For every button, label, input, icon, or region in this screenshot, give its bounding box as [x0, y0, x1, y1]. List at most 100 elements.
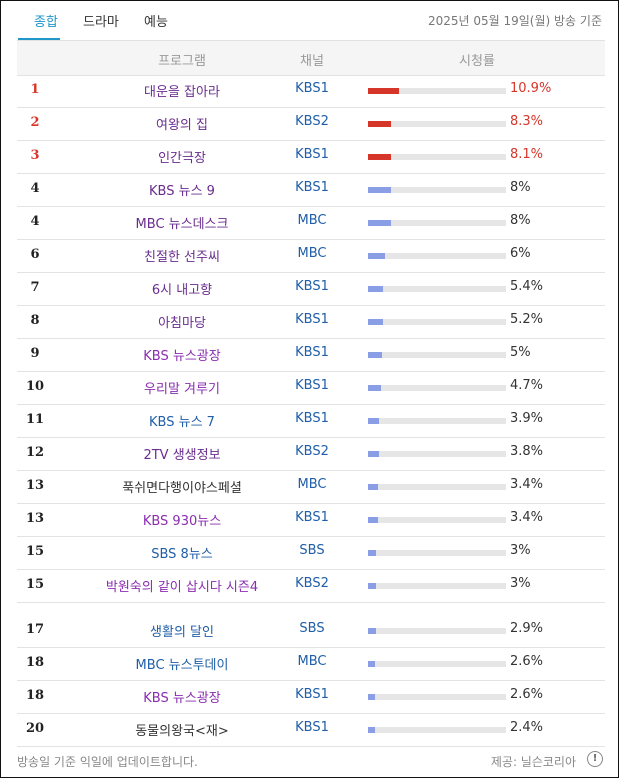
rank-number: 4 [30, 214, 40, 229]
tab-variety[interactable]: 예능 [144, 15, 168, 30]
program-title-link[interactable]: 6시 내고향 [151, 283, 213, 298]
rating-bar-fill [368, 187, 391, 193]
channel-link[interactable]: MBC [297, 654, 327, 669]
program-title-link[interactable]: 박원숙의 같이 삽시다 시즌4 [105, 580, 259, 595]
table-row: 4 KBS 뉴스 9 KBS1 8% [17, 173, 605, 207]
rank-number: 20 [25, 721, 45, 736]
channel-link[interactable]: MBC [297, 246, 327, 261]
rating-bar [368, 727, 506, 733]
tab-drama[interactable]: 드라마 [83, 15, 119, 30]
table-row: 11 KBS 뉴스 7 KBS1 3.9% [17, 404, 605, 438]
program-title-link[interactable]: 아침마당 [158, 316, 206, 331]
channel-link[interactable]: KBS1 [295, 510, 329, 525]
rank-number: 15 [25, 577, 45, 592]
channel-link[interactable]: KBS1 [295, 279, 329, 294]
rank-number: 13 [25, 511, 45, 526]
rating-value: 4.7% [510, 378, 544, 393]
channel-link[interactable]: KBS1 [295, 345, 329, 360]
channel-link[interactable]: KBS1 [295, 687, 329, 702]
rating-bar [368, 121, 506, 127]
rating-bar [368, 484, 506, 490]
update-note: 방송일 기준 익일에 업데이트합니다. [17, 755, 198, 769]
info-icon[interactable]: ! [587, 751, 603, 767]
program-title-link[interactable]: KBS 뉴스 9 [149, 184, 215, 199]
rating-bar [368, 628, 506, 634]
rank-number: 12 [25, 445, 45, 460]
rating-value: 5% [510, 345, 531, 360]
channel-link[interactable]: KBS1 [295, 378, 329, 393]
program-title-link[interactable]: 생활의 달인 [150, 625, 214, 640]
channel-link[interactable]: MBC [297, 213, 327, 228]
channel-link[interactable]: KBS1 [295, 147, 329, 162]
rating-bar [368, 187, 506, 193]
channel-link[interactable]: SBS [299, 543, 325, 558]
table-row: 10 우리말 겨루기 KBS1 4.7% [17, 371, 605, 405]
table-row: 13 KBS 930뉴스 KBS1 3.4% [17, 503, 605, 537]
channel-link[interactable]: MBC [297, 477, 327, 492]
table-row: 17 생활의 달인 SBS 2.9% [17, 614, 605, 648]
channel-link[interactable]: KBS1 [295, 720, 329, 735]
program-title-link[interactable]: MBC 뉴스데스크 [135, 217, 229, 232]
tab-overall[interactable]: 종합 [34, 15, 58, 30]
rating-bar [368, 418, 506, 424]
rating-value: 3.4% [510, 510, 544, 525]
rating-value: 5.4% [510, 279, 544, 294]
rating-value: 3.4% [510, 477, 544, 492]
program-title-link[interactable]: 우리말 겨루기 [144, 382, 220, 397]
channel-link[interactable]: KBS1 [295, 312, 329, 327]
channel-link[interactable]: KBS1 [295, 180, 329, 195]
rating-value: 3% [510, 576, 531, 591]
table-row: 1 대운을 잡아라 KBS1 10.9% [17, 74, 605, 108]
table-row: 8 아침마당 KBS1 5.2% [17, 305, 605, 339]
program-title-link[interactable]: 여왕의 집 [156, 118, 208, 133]
rating-value: 8% [510, 180, 531, 195]
program-title-link[interactable]: KBS 뉴스광장 [143, 691, 221, 706]
program-title-link[interactable]: KBS 930뉴스 [142, 514, 222, 529]
program-title-link[interactable]: KBS 뉴스광장 [143, 349, 221, 364]
rating-bar-fill [368, 154, 391, 160]
rating-bar [368, 88, 506, 94]
program-title-link[interactable]: 동물의왕국<재> [135, 724, 229, 739]
rating-value: 3.8% [510, 444, 544, 459]
rating-bar-fill [368, 88, 399, 94]
table-row: 15 박원숙의 같이 삽시다 시즌4 KBS2 3% [17, 569, 605, 603]
table-row: 18 MBC 뉴스투데이 MBC 2.6% [17, 647, 605, 681]
channel-link[interactable]: KBS2 [295, 576, 329, 591]
table-row: 4 MBC 뉴스데스크 MBC 8% [17, 206, 605, 240]
program-title-link[interactable]: 인간극장 [158, 151, 206, 166]
program-title-link[interactable]: 2TV 생생정보 [143, 448, 221, 463]
program-title-link[interactable]: 푹쉬면다행이야스페셜 [122, 481, 242, 496]
rating-bar-fill [368, 550, 377, 556]
program-title-link[interactable]: 대운을 잡아라 [144, 85, 220, 100]
rank-number: 10 [25, 379, 45, 394]
program-title-link[interactable]: KBS 뉴스 7 [149, 415, 215, 430]
rank-number: 1 [30, 82, 40, 97]
channel-link[interactable]: KBS2 [295, 114, 329, 129]
rating-bar [368, 583, 506, 589]
rank-number: 9 [30, 346, 40, 361]
program-title-link[interactable]: SBS 8뉴스 [151, 547, 213, 562]
rank-number: 15 [25, 544, 45, 559]
rating-value: 8.3% [510, 114, 544, 129]
rating-value: 3% [510, 543, 531, 558]
rating-value: 8.1% [510, 147, 544, 162]
program-title-link[interactable]: MBC 뉴스투데이 [135, 658, 229, 673]
rank-number: 8 [30, 313, 40, 328]
rating-value: 3.9% [510, 411, 544, 426]
channel-link[interactable]: KBS2 [295, 444, 329, 459]
rating-bar-fill [368, 319, 383, 325]
channel-link[interactable]: SBS [299, 621, 325, 636]
channel-link[interactable]: KBS1 [295, 411, 329, 426]
rating-bar [368, 661, 506, 667]
rank-number: 18 [25, 688, 45, 703]
channel-link[interactable]: KBS1 [295, 81, 329, 96]
rating-bar-fill [368, 517, 378, 523]
program-title-link[interactable]: 친절한 선주씨 [144, 250, 220, 265]
rating-bar-fill [368, 484, 378, 490]
rank-number: 13 [25, 478, 45, 493]
rating-bar [368, 385, 506, 391]
rating-bar [368, 319, 506, 325]
rating-bar-fill [368, 583, 377, 589]
rating-bar [368, 154, 506, 160]
